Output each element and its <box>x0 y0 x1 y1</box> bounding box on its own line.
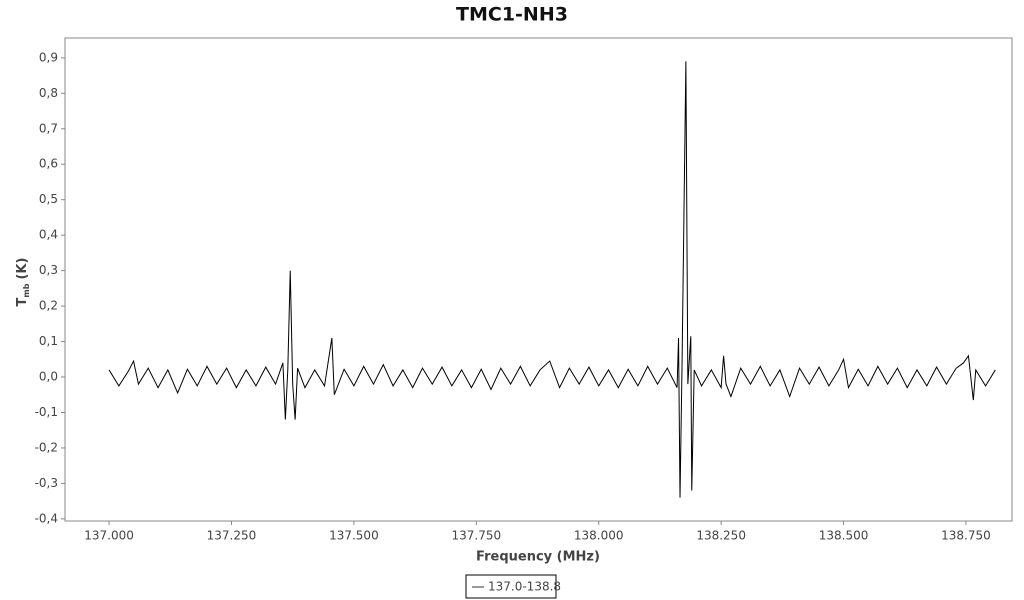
y-tick-label: 0,7 <box>39 121 58 135</box>
y-axis-label: Tmb (K) <box>15 258 31 307</box>
y-label-unit: (K) <box>15 258 30 280</box>
y-tick-label: 0,6 <box>39 157 58 171</box>
y-tick-label: 0,1 <box>39 334 58 348</box>
x-tick-label: 137.750 <box>452 529 502 543</box>
y-tick-label: -0,2 <box>35 440 58 454</box>
y-tick-label: 0,5 <box>39 192 58 206</box>
y-tick-label: 0,4 <box>39 228 58 242</box>
y-label-main: T <box>15 297 30 306</box>
y-tick-label: 0,8 <box>39 86 58 100</box>
legend-box <box>465 574 557 599</box>
legend-label: 137.0-138.8 <box>488 580 561 594</box>
x-axis-label: Frequency (MHz) <box>476 550 600 565</box>
y-tick-label: -0,3 <box>35 476 58 490</box>
y-tick-label: 0,3 <box>39 263 58 277</box>
x-tick-label: 137.250 <box>207 529 257 543</box>
series-line <box>108 61 996 498</box>
y-tick-label: 0,0 <box>39 370 58 384</box>
y-label-sub: mb <box>22 283 31 297</box>
y-tick-label: 0,9 <box>39 50 58 64</box>
x-tick-label: 138.000 <box>574 529 624 543</box>
x-tick-label: 137.000 <box>84 529 134 543</box>
y-tick-label: -0,1 <box>35 405 58 419</box>
x-tick-label: 138.750 <box>941 529 991 543</box>
y-tick-label: -0,4 <box>35 511 58 525</box>
plot-frame <box>64 37 1013 522</box>
x-tick-label: 137.500 <box>329 529 379 543</box>
y-tick-label: 0,2 <box>39 299 58 313</box>
legend: 137.0-138.8 <box>465 574 561 599</box>
chart-title: TMC1-NH3 <box>456 4 568 26</box>
x-tick-label: 138.250 <box>696 529 746 543</box>
x-tick-label: 138.500 <box>819 529 869 543</box>
